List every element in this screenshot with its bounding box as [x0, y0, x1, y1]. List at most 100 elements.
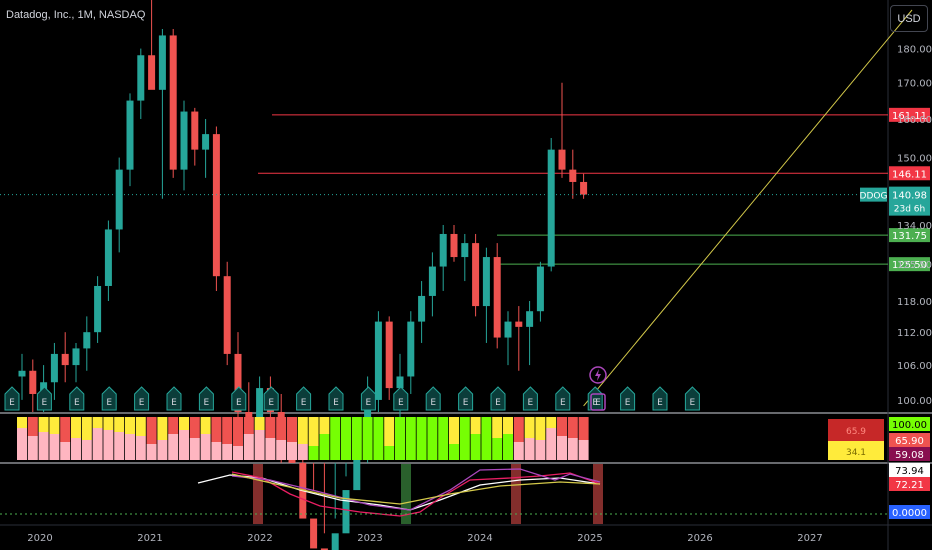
indicator-bar-bottom: [146, 444, 157, 460]
candle: [385, 316, 393, 400]
indicator-bar-top: [211, 417, 222, 442]
candle: [580, 173, 588, 199]
indicator-bar-top: [546, 417, 557, 428]
indicator-bar-top: [427, 417, 438, 434]
candle: [493, 243, 501, 349]
earnings-marker-shape: [296, 386, 312, 411]
earnings-marker-shape: [36, 386, 52, 411]
indicator-bar: [265, 417, 276, 460]
indicator-bar: [276, 417, 287, 460]
indicator-bar-top: [503, 417, 513, 434]
candle: [72, 342, 80, 383]
earnings-marker-label: E: [268, 398, 274, 408]
indicator-bar: [449, 417, 459, 460]
earnings-marker-shape: [328, 386, 344, 411]
candle: [126, 93, 134, 187]
indicator-bar-bottom: [405, 430, 416, 460]
indicator-bar-bottom: [38, 432, 49, 460]
candle-body: [342, 490, 350, 534]
indicator-bar-bottom: [319, 434, 330, 460]
candle: [169, 28, 177, 178]
indicator-bar-bottom: [416, 432, 427, 460]
candle: [342, 462, 350, 534]
earnings-marker: E: [328, 386, 344, 411]
indicator-bar: [373, 417, 384, 460]
indicator-bar-top: [330, 417, 341, 430]
indicator-bar-bottom: [395, 428, 405, 460]
y-tick-label: 125.50: [897, 260, 932, 271]
indicator-bar-top: [200, 417, 211, 434]
candle-body: [212, 134, 220, 277]
earnings-marker-shape: [134, 386, 150, 411]
indicator-bar: [243, 417, 254, 460]
earnings-marker: E: [458, 386, 474, 411]
candle: [547, 137, 555, 272]
earnings-marker-label: E: [560, 398, 566, 408]
earnings-marker-shape: [684, 386, 700, 411]
level-label: 161.11: [892, 111, 927, 122]
indicator-bar-bottom: [179, 430, 189, 460]
candle-body: [148, 55, 156, 90]
x-tick-label: 2026: [687, 533, 712, 544]
level-label-bg: [889, 166, 930, 181]
indicator-bar-bottom: [211, 442, 222, 460]
earnings-marker-shape: [4, 386, 20, 411]
indicator-bar-bottom: [17, 428, 27, 460]
indicator-bar-top: [557, 417, 567, 436]
earnings-marker: E: [166, 386, 182, 411]
level-label-bg: [889, 107, 930, 122]
indicator-bar-bottom: [524, 438, 535, 460]
earnings-marker-shape: [393, 386, 409, 411]
candle-body: [50, 353, 58, 383]
indicator-bar-top: [438, 417, 449, 436]
currency-button[interactable]: USD: [890, 5, 928, 32]
candle-body: [191, 111, 199, 150]
indicator-bar-bottom: [222, 444, 233, 460]
indicator-bar-bottom: [297, 444, 308, 460]
earnings-marker-label: E: [463, 398, 469, 408]
indicator-bar-top: [308, 417, 319, 446]
indicator-table-value: 65.9: [846, 427, 866, 437]
earnings-marker: E: [393, 386, 409, 411]
earnings-marker-shape: [425, 386, 441, 411]
indicator-bar-top: [373, 417, 384, 438]
earnings-marker-shape: [490, 386, 506, 411]
indicator-bar-top: [351, 417, 362, 434]
indicator-bar-top: [27, 417, 38, 436]
candle-body: [385, 321, 393, 389]
candle: [234, 332, 242, 425]
candle-body: [18, 370, 26, 377]
indicator-bar-top: [513, 417, 524, 442]
x-tick-label: 2025: [577, 533, 602, 544]
indicator-bar: [341, 417, 351, 460]
indicator-bar: [297, 417, 308, 460]
indicator-bar: [557, 417, 567, 460]
indicator-bar-top: [81, 417, 92, 440]
indicator-bar: [405, 417, 416, 460]
oscillator-signal-line: [231, 471, 601, 517]
candle-body: [461, 243, 469, 258]
indicator-bar: [135, 417, 146, 460]
candle: [191, 107, 199, 166]
indicator-bar-bottom: [276, 440, 287, 460]
candle-body: [396, 376, 404, 389]
indicator-bar: [103, 417, 114, 460]
indicator-bar-bottom: [125, 434, 135, 460]
indicator-bar-bottom: [578, 440, 589, 460]
earnings-marker-shape: [101, 386, 117, 411]
trend-line: [583, 9, 913, 407]
indicator-bar: [308, 417, 319, 460]
earnings-marker: E: [425, 386, 441, 411]
indicator-bar-bottom: [481, 430, 492, 460]
candle-body: [374, 321, 382, 400]
y-tick-label: 150.00: [897, 154, 932, 165]
current-price-label: 140.98: [892, 191, 927, 202]
indicator-bar: [578, 417, 589, 460]
indicator-bar-bottom: [114, 432, 125, 460]
indicator-bar: [92, 417, 103, 460]
candle: [115, 157, 123, 253]
signal-highlight: [253, 464, 263, 524]
indicator-bar-bottom: [233, 446, 243, 460]
indicator2-label: 0.0000: [892, 508, 927, 519]
